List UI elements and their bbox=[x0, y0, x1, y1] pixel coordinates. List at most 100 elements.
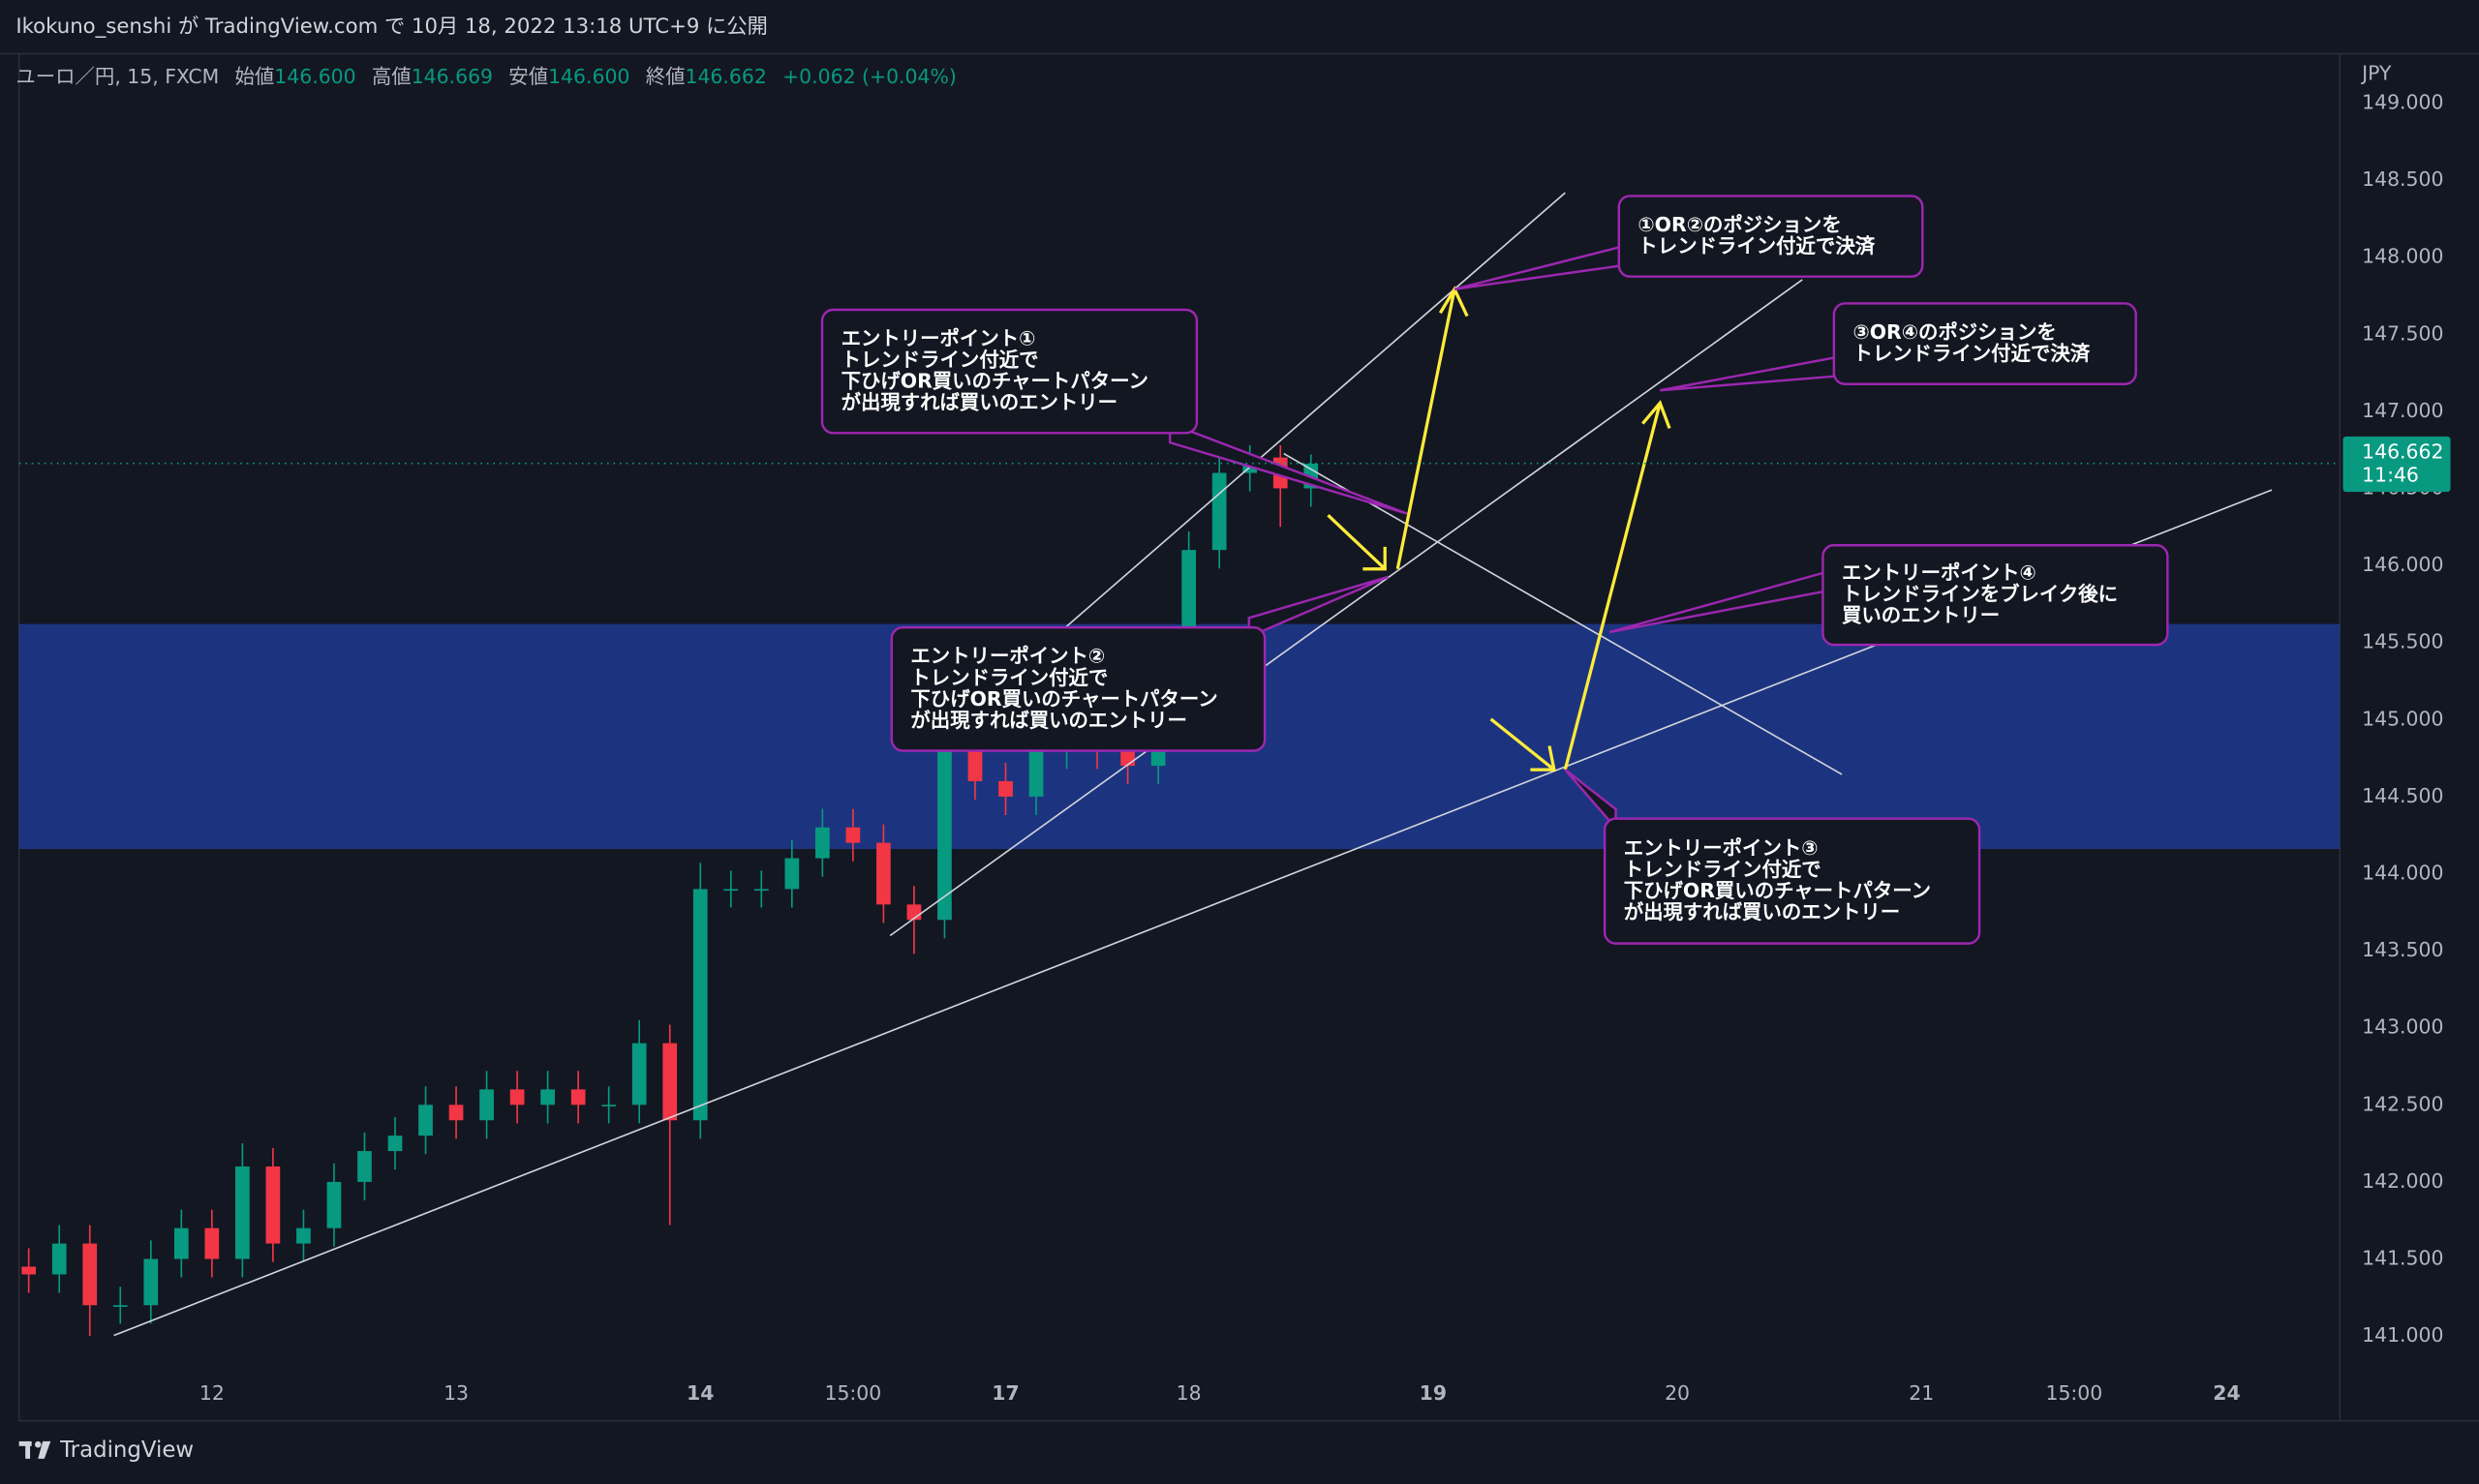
annotation-text: トレンドライン付近で bbox=[842, 348, 1039, 372]
last-price-tag bbox=[2342, 436, 2451, 493]
candle-body bbox=[570, 1089, 586, 1105]
y-tick-label: 141.000 bbox=[2362, 1323, 2443, 1347]
arrow bbox=[1327, 514, 1387, 571]
candle-body bbox=[448, 1105, 464, 1121]
annotation-box bbox=[820, 308, 1199, 435]
x-tick-label: 15:00 bbox=[2046, 1381, 2103, 1405]
candle-body bbox=[173, 1227, 189, 1259]
annotation-text: トレンドライン付近で bbox=[1624, 858, 1821, 881]
annotation-text: が出現すれば買いのエントリー bbox=[842, 391, 1117, 414]
candle-body bbox=[876, 842, 891, 905]
annotation-text: が出現すれば買いのエントリー bbox=[910, 709, 1186, 732]
candle-body bbox=[540, 1089, 555, 1105]
symbol-legend: ユーロ／円, 15, FXCM 始値146.600 高値146.669 安値14… bbox=[15, 65, 956, 88]
y-tick-label: 144.000 bbox=[2362, 862, 2443, 885]
candle-body bbox=[845, 827, 861, 843]
x-tick-label: 20 bbox=[1665, 1381, 1690, 1405]
annotation-text: エントリーポイント④ bbox=[1842, 561, 2036, 585]
ohlc-label: 安値 bbox=[508, 65, 548, 88]
change: +0.062 (+0.04%) bbox=[782, 65, 957, 88]
candle-body bbox=[143, 1258, 159, 1306]
brand-logo bbox=[18, 1440, 51, 1459]
ohlc-value: 146.600 bbox=[548, 65, 629, 88]
symbol: ユーロ／円, 15, FXCM bbox=[15, 65, 219, 88]
candle-body bbox=[998, 780, 1013, 797]
brand: TradingView bbox=[59, 1438, 194, 1463]
ohlc-label: 始値 bbox=[235, 65, 275, 88]
ohlc-value: 146.600 bbox=[274, 65, 355, 88]
y-tick-label: 145.000 bbox=[2362, 707, 2443, 730]
y-tick-label: 147.500 bbox=[2362, 321, 2443, 345]
y-tick-label: 143.000 bbox=[2362, 1015, 2443, 1039]
candle-body bbox=[51, 1243, 67, 1275]
candle-body bbox=[235, 1166, 250, 1259]
candle-body bbox=[479, 1089, 494, 1121]
x-tick-label: 14 bbox=[687, 1381, 714, 1405]
candle-body bbox=[204, 1227, 220, 1259]
currency-label: JPY bbox=[2360, 62, 2392, 85]
trendline bbox=[889, 279, 1803, 937]
annotation-text: エントリーポイント③ bbox=[1624, 836, 1819, 860]
x-tick-label: 24 bbox=[2213, 1381, 2240, 1405]
annotation-box bbox=[1617, 195, 1924, 278]
x-tick-label: 12 bbox=[199, 1381, 225, 1405]
candle-body bbox=[815, 827, 830, 859]
y-tick-label: 149.000 bbox=[2362, 90, 2443, 113]
logo-part bbox=[34, 1440, 42, 1448]
logo-part bbox=[25, 1440, 31, 1459]
candle-body bbox=[631, 1043, 647, 1105]
candle-body bbox=[296, 1227, 311, 1244]
x-tick-label: 15:00 bbox=[824, 1381, 881, 1405]
x-tick-label: 18 bbox=[1177, 1381, 1202, 1405]
ohlc-label: 終値 bbox=[646, 65, 686, 88]
candle-body bbox=[1028, 750, 1044, 797]
candle-body bbox=[967, 750, 983, 781]
y-tick-label: 142.000 bbox=[2362, 1169, 2443, 1193]
annotation-box bbox=[890, 625, 1267, 752]
x-tick-label: 21 bbox=[1909, 1381, 1934, 1405]
candle-body bbox=[509, 1089, 525, 1105]
candle-body bbox=[387, 1136, 403, 1152]
candle-body bbox=[1211, 472, 1227, 551]
logo-part bbox=[38, 1440, 51, 1459]
last-price-label: 146.662 bbox=[2362, 439, 2443, 463]
candle-body bbox=[723, 889, 739, 892]
axis-layer: 141.000 141.500 142.000 142.500 143.000 143.5… bbox=[18, 90, 2451, 1405]
countdown-label: 11:46 bbox=[2362, 464, 2419, 487]
arrow bbox=[1489, 717, 1556, 772]
annotation-text: エントリーポイント② bbox=[910, 645, 1105, 668]
y-tick-label: 148.500 bbox=[2362, 167, 2443, 191]
ohlc-value: 146.669 bbox=[412, 65, 493, 88]
candle-body bbox=[357, 1151, 372, 1182]
annotation-text: 買いのエントリー bbox=[1842, 604, 2000, 627]
annotation-text: ①OR②のポジションを bbox=[1637, 213, 1841, 236]
trendline bbox=[1283, 452, 1843, 775]
candle-body bbox=[418, 1105, 433, 1136]
ohlc-value: 146.662 bbox=[685, 65, 766, 88]
candle-body bbox=[82, 1243, 98, 1306]
header-bar bbox=[0, 0, 2479, 54]
x-tick-label: 19 bbox=[1420, 1381, 1447, 1405]
ohlc-label: 高値 bbox=[372, 65, 412, 88]
x-tick-label: 13 bbox=[444, 1381, 469, 1405]
candle-body bbox=[265, 1166, 281, 1244]
candle-body bbox=[1120, 750, 1135, 767]
annotation-text: が出現すれば買いのエントリー bbox=[1624, 900, 1900, 924]
candle-body bbox=[753, 889, 769, 892]
annotation-text: 下ひげOR買いのチャートパターン bbox=[1624, 879, 1931, 902]
y-tick-label: 144.500 bbox=[2362, 784, 2443, 807]
y-tick-label: 147.000 bbox=[2362, 399, 2443, 422]
candle-body bbox=[112, 1305, 128, 1307]
annotation-text: ③OR④のポジションを bbox=[1852, 320, 2056, 344]
y-tick-label: 145.500 bbox=[2362, 630, 2443, 653]
y-tick-label: 143.500 bbox=[2362, 938, 2443, 961]
candle-body bbox=[692, 889, 708, 1121]
annotation-text: 下ひげOR買いのチャートパターン bbox=[842, 370, 1148, 393]
y-tick-label: 142.500 bbox=[2362, 1092, 2443, 1115]
annotation-box bbox=[1821, 544, 2169, 647]
y-tick-label: 146.000 bbox=[2362, 553, 2443, 576]
candle-body bbox=[784, 858, 800, 890]
